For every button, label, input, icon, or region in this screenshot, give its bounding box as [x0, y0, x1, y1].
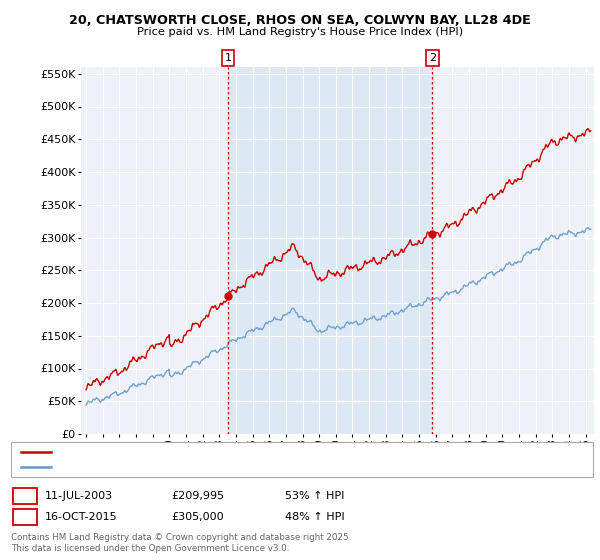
Text: 48% ↑ HPI: 48% ↑ HPI — [285, 512, 344, 522]
Text: 1: 1 — [224, 53, 232, 63]
Text: 2: 2 — [22, 510, 29, 524]
Text: 20, CHATSWORTH CLOSE, RHOS ON SEA, COLWYN BAY, LL28 4DE (detached house): 20, CHATSWORTH CLOSE, RHOS ON SEA, COLWY… — [57, 447, 480, 458]
Text: 20, CHATSWORTH CLOSE, RHOS ON SEA, COLWYN BAY, LL28 4DE: 20, CHATSWORTH CLOSE, RHOS ON SEA, COLWY… — [69, 14, 531, 27]
Text: 2: 2 — [429, 53, 436, 63]
Text: Price paid vs. HM Land Registry's House Price Index (HPI): Price paid vs. HM Land Registry's House … — [137, 27, 463, 37]
Text: Contains HM Land Registry data © Crown copyright and database right 2025.
This d: Contains HM Land Registry data © Crown c… — [11, 533, 351, 553]
Text: £305,000: £305,000 — [171, 512, 224, 522]
Text: 16-OCT-2015: 16-OCT-2015 — [45, 512, 118, 522]
Bar — [228, 67, 432, 434]
Text: 1: 1 — [22, 489, 29, 503]
Text: HPI: Average price, detached house, Conwy: HPI: Average price, detached house, Conw… — [57, 462, 277, 472]
Text: £209,995: £209,995 — [171, 491, 224, 501]
Text: 11-JUL-2003: 11-JUL-2003 — [45, 491, 113, 501]
Text: 53% ↑ HPI: 53% ↑ HPI — [285, 491, 344, 501]
